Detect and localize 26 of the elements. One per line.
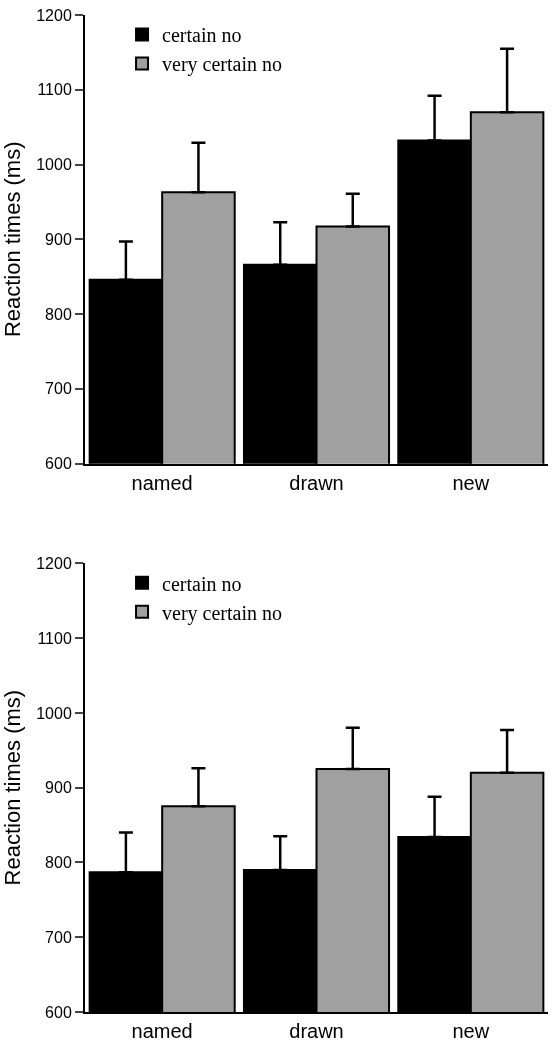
legend-label: certain no	[162, 24, 242, 47]
y-tick-label: 1000	[36, 156, 72, 174]
y-axis-title: Reaction times (ms)	[0, 689, 25, 886]
x-tick-label: drawn	[289, 1020, 344, 1042]
x-tick-label: new	[452, 1020, 490, 1042]
x-tick-label: new	[452, 471, 490, 494]
y-tick-label: 700	[45, 380, 72, 398]
legend-label: very certain no	[162, 53, 282, 77]
y-tick-label: 1000	[36, 704, 72, 722]
legend-label: certain no	[162, 572, 242, 595]
x-tick-label: named	[131, 1020, 193, 1042]
legend-label: very certain no	[162, 601, 282, 625]
x-tick-label: drawn	[289, 471, 344, 494]
y-tick-label: 1200	[36, 554, 72, 572]
y-tick-label: 600	[45, 1003, 72, 1021]
y-tick-label: 1100	[37, 81, 72, 99]
y-tick-label: 600	[45, 455, 72, 473]
y-axis-title: Reaction times (ms)	[0, 141, 25, 338]
y-tick-label: 900	[45, 779, 72, 797]
y-tick-label: 800	[45, 305, 72, 323]
y-tick-label: 1100	[37, 629, 72, 647]
y-tick-label: 800	[45, 854, 72, 872]
y-tick-label: 1200	[36, 6, 72, 24]
y-tick-label: 700	[45, 928, 72, 946]
x-tick-label: named	[131, 471, 193, 494]
y-tick-label: 900	[45, 230, 72, 248]
